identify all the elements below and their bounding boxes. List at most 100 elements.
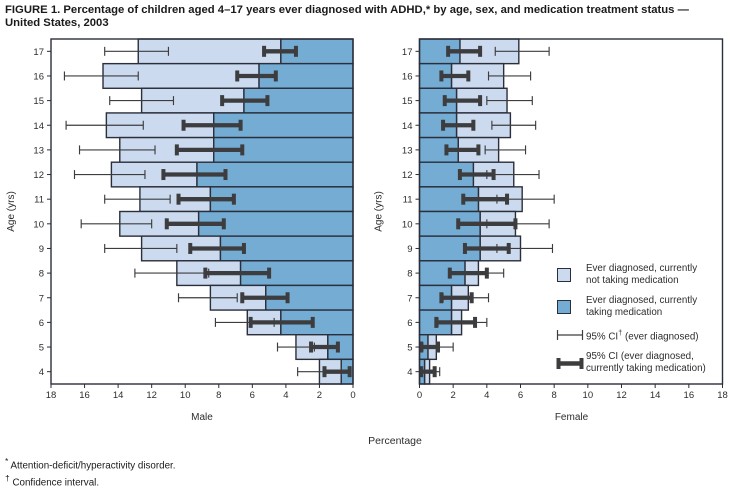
- thick-ci-cap: [310, 316, 315, 328]
- thick-ci-cap: [471, 119, 476, 131]
- thick-ci-cap: [174, 144, 179, 156]
- x-tick-label-male-6: 6: [250, 390, 255, 401]
- x-tick-label-female-12: 12: [616, 390, 627, 401]
- thick-ci-cap: [439, 70, 444, 82]
- legend-swatch-light-icon: [556, 268, 586, 282]
- thick-ci-cap: [285, 292, 290, 304]
- x-tick-label-male-8: 8: [216, 390, 221, 401]
- y-tick-label-male-12: 12: [33, 170, 44, 181]
- thick-ci-cap: [188, 242, 193, 254]
- legend-item-thick-ci: 95% CI (ever diagnosed, currently taking…: [556, 351, 736, 375]
- x-tick-label-female-6: 6: [518, 390, 523, 401]
- thick-ci-cap: [262, 45, 267, 57]
- x-tick-label-female-16: 16: [684, 390, 695, 401]
- thick-ci-cap: [231, 193, 236, 205]
- y-tick-label-female-15: 15: [402, 96, 413, 107]
- y-tick-label-female-4: 4: [407, 367, 412, 378]
- y-tick-label-female-11: 11: [403, 195, 413, 206]
- y-tick-label-female-6: 6: [407, 318, 412, 329]
- legend-item-not-taking: Ever diagnosed, currently not taking med…: [556, 263, 736, 287]
- footnote-adhd: * Attention-deficit/hyperactivity disord…: [5, 456, 176, 472]
- y-tick-label-male-4: 4: [39, 367, 44, 378]
- thick-ci-cap: [462, 242, 467, 254]
- female-plot-frame: [418, 38, 724, 385]
- thick-ci-cap: [446, 45, 451, 57]
- thick-ci-cap: [223, 169, 228, 181]
- thick-ci-cap: [444, 144, 449, 156]
- thick-ci-cap: [161, 169, 166, 181]
- x-tick-label-male-0: 0: [350, 390, 355, 401]
- thick-ci-cap: [164, 218, 169, 230]
- thick-ci-icon: [556, 357, 586, 370]
- thick-ci-cap: [238, 119, 243, 131]
- light-blue-swatch-icon: [557, 268, 571, 282]
- male-panel-caption: Male: [191, 412, 213, 423]
- dagger-symbol: †: [618, 328, 623, 337]
- thick-ci-cap: [347, 366, 352, 378]
- thick-ci-cap: [419, 341, 424, 353]
- y-tick-label-male-11: 11: [34, 195, 44, 206]
- x-tick-label-male-10: 10: [180, 390, 191, 401]
- y-tick-label-female-9: 9: [407, 244, 412, 255]
- thick-ci-cap: [293, 45, 298, 57]
- y-tick-label-male-13: 13: [33, 145, 44, 156]
- y-tick-label-male-14: 14: [33, 121, 44, 132]
- y-tick-label-female-10: 10: [402, 219, 413, 230]
- y-tick-label-male-17: 17: [33, 47, 44, 58]
- y-tick-label-female-5: 5: [407, 343, 412, 354]
- thick-errorbar-icon: [556, 357, 584, 369]
- legend-label-not-taking: Ever diagnosed, currently not taking med…: [586, 263, 698, 286]
- figure-title-line2: United States, 2003: [5, 17, 109, 29]
- x-tick-label-male-12: 12: [146, 390, 157, 401]
- thick-ci-cap: [221, 218, 226, 230]
- thick-ci-cap: [478, 45, 483, 57]
- x-tick-label-male-2: 2: [317, 390, 322, 401]
- thick-ci-cap: [265, 95, 270, 107]
- thick-ci-cap: [273, 70, 278, 82]
- thick-ci-cap: [457, 169, 462, 181]
- thick-ci-cap: [176, 193, 181, 205]
- footnotes: * Attention-deficit/hyperactivity disord…: [5, 455, 176, 489]
- thick-ci-cap: [476, 144, 481, 156]
- thick-ci-cap: [434, 316, 439, 328]
- y-tick-label-female-16: 16: [402, 71, 413, 82]
- thick-ci-cap: [241, 242, 246, 254]
- figure-title-line1: FIGURE 1. Percentage of children aged 4–…: [5, 4, 689, 16]
- x-tick-label-male-18: 18: [46, 390, 57, 401]
- female-panel-caption: Female: [554, 412, 589, 423]
- x-tick-label-female-8: 8: [552, 390, 557, 401]
- x-tick-label-female-10: 10: [583, 390, 594, 401]
- thick-ci-cap: [335, 341, 340, 353]
- thick-ci-cap: [478, 95, 483, 107]
- legend-label-thin-ci: 95% CI† (ever diagnosed): [586, 328, 699, 343]
- thick-ci-cap: [220, 95, 225, 107]
- y-tick-label-male-6: 6: [39, 318, 44, 329]
- dark-blue-swatch-icon: [557, 300, 571, 314]
- footnote-ci: † Confidence interval.: [5, 473, 100, 489]
- thick-ci-cap: [235, 70, 240, 82]
- thick-ci-cap: [442, 95, 447, 107]
- legend-swatch-dark-icon: [556, 300, 586, 314]
- y-tick-label-female-7: 7: [407, 293, 412, 304]
- thin-errorbar-icon: [556, 330, 584, 341]
- thin-ci-icon: [556, 329, 586, 341]
- dagger-symbol: †: [5, 473, 10, 484]
- legend-item-taking: Ever diagnosed, currently taking medicat…: [556, 295, 736, 319]
- legend-label-thick-ci: 95% CI (ever diagnosed, currently taking…: [586, 351, 706, 375]
- x-tick-label-female-18: 18: [717, 390, 728, 401]
- y-tick-label-female-13: 13: [402, 145, 413, 156]
- x-tick-label-male-4: 4: [283, 390, 288, 401]
- thick-ci-cap: [181, 119, 186, 131]
- thick-ci-cap: [267, 267, 272, 279]
- y-tick-label-female-17: 17: [402, 47, 413, 58]
- y-axis-title-male: Age (yrs): [6, 191, 17, 232]
- thick-ci-cap: [461, 193, 466, 205]
- thick-ci-cap: [466, 70, 471, 82]
- y-tick-label-female-8: 8: [407, 269, 412, 280]
- y-tick-label-male-15: 15: [33, 96, 44, 107]
- y-tick-label-female-12: 12: [402, 170, 413, 181]
- x-tick-label-female-4: 4: [484, 390, 489, 401]
- legend-label-taking: Ever diagnosed, currently taking medicat…: [586, 295, 698, 318]
- thick-ci-cap: [456, 218, 461, 230]
